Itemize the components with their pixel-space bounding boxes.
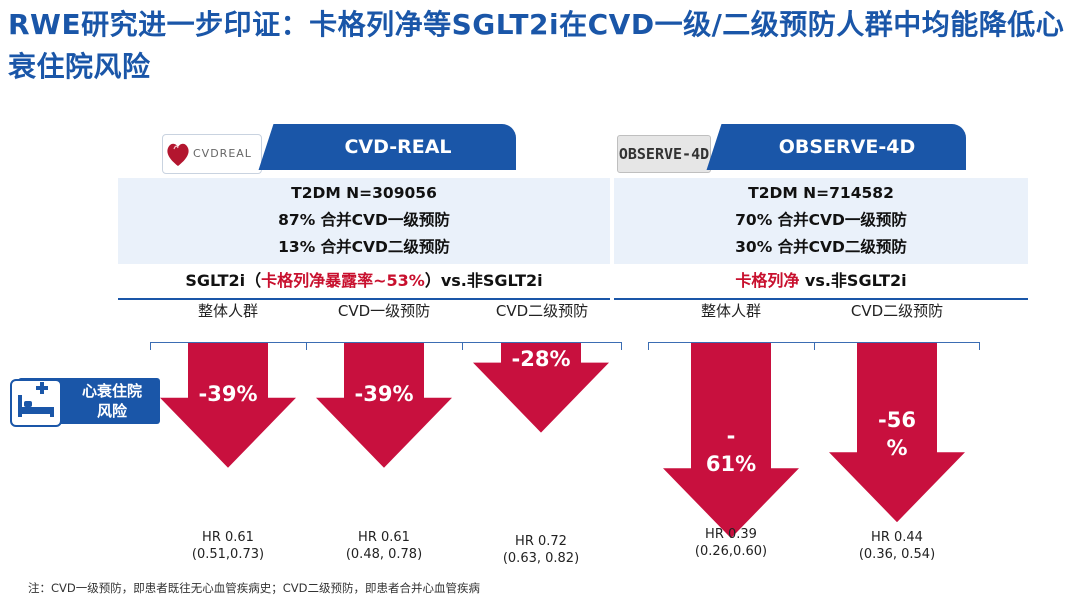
arrow-value-label: -56% <box>878 408 916 461</box>
cvdreal-baseline <box>150 342 622 343</box>
hr-value: HR 0.72 (0.63, 0.82) <box>502 534 580 566</box>
cvdreal-logo: CVDREAL <box>162 134 262 174</box>
heart-icon <box>167 143 189 166</box>
observe-4d-logo: OBSERVE-4D <box>617 135 711 173</box>
cvdreal-primary-share: 87% 合并CVD一级预防 <box>278 211 450 229</box>
arrow-bar <box>473 343 609 433</box>
footnote: 注：CVD一级预防，即患者既往无心血管疾病史；CVD二级预防，即患者合并心血管疾… <box>28 581 480 595</box>
cvdreal-secondary-share: 13% 合并CVD二级预防 <box>278 238 450 256</box>
category-label: 整体人群 <box>700 302 761 320</box>
baseline-tick <box>306 342 307 350</box>
category-label: CVD二级预防 <box>850 302 944 320</box>
baseline-tick <box>150 342 151 350</box>
baseline-tick <box>979 342 980 350</box>
arrow-bar <box>160 343 296 468</box>
hr-value: HR 0.61 (0.48, 0.78) <box>345 530 423 562</box>
cvdreal-comparison: SGLT2i（卡格列净暴露率~53%）vs.非SGLT2i <box>118 264 610 300</box>
hr-value: HR 0.44 (0.36, 0.54) <box>858 530 936 562</box>
arrow-value-label: -39% <box>354 381 414 406</box>
baseline-tick <box>814 342 815 350</box>
arrow-value-label: -61% <box>705 424 757 477</box>
page-title: RWE研究进一步印证：卡格列净等SGLT2i在CVD一级/二级预防人群中均能降低… <box>8 8 1065 83</box>
observe-info-panel: T2DM N=714582 70% 合并CVD一级预防 30% 合并CVD二级预… <box>614 178 1028 264</box>
arrow-value-label: -28% <box>511 346 571 371</box>
category-label: CVD二级预防 <box>495 302 589 320</box>
category-label: CVD一级预防 <box>337 302 431 320</box>
arrow-bar <box>663 343 799 539</box>
observe-secondary-share: 30% 合并CVD二级预防 <box>735 238 907 256</box>
hr-value: HR 0.39 (0.26,0.60) <box>694 527 768 559</box>
cvdreal-info-panel: T2DM N=309056 87% 合并CVD一级预防 13% 合并CVD二级预… <box>118 178 610 264</box>
observe-comparison: 卡格列净 vs.非SGLT2i <box>614 264 1028 300</box>
observe-comparison-highlight: 卡格列净 <box>735 271 800 290</box>
observe-population: T2DM N=714582 <box>748 184 894 202</box>
hospital-bed-icon <box>10 379 62 427</box>
baseline-tick <box>621 342 622 350</box>
baseline-tick <box>648 342 649 350</box>
observe-primary-share: 70% 合并CVD一级预防 <box>735 211 907 229</box>
cvdreal-population: T2DM N=309056 <box>291 184 437 202</box>
cvdreal-comparison-highlight: 卡格列净暴露率~53% <box>261 271 425 290</box>
arrow-value-label: -39% <box>198 381 258 406</box>
arrow-bar <box>316 343 452 468</box>
category-label: 整体人群 <box>197 302 258 320</box>
tab-cvd-real[interactable]: CVD-REAL <box>280 124 516 170</box>
tab-observe-4d[interactable]: OBSERVE-4D <box>728 124 966 170</box>
baseline-tick <box>462 342 463 350</box>
row-label-text: 心衰住院 风险 <box>81 382 142 420</box>
hf-hospitalization-label: 心衰住院 风险 <box>10 378 160 427</box>
hr-value: HR 0.61 (0.51,0.73) <box>191 530 265 562</box>
cvdreal-logo-text: CVDREAL <box>193 147 252 160</box>
arrow-bar <box>829 343 965 523</box>
